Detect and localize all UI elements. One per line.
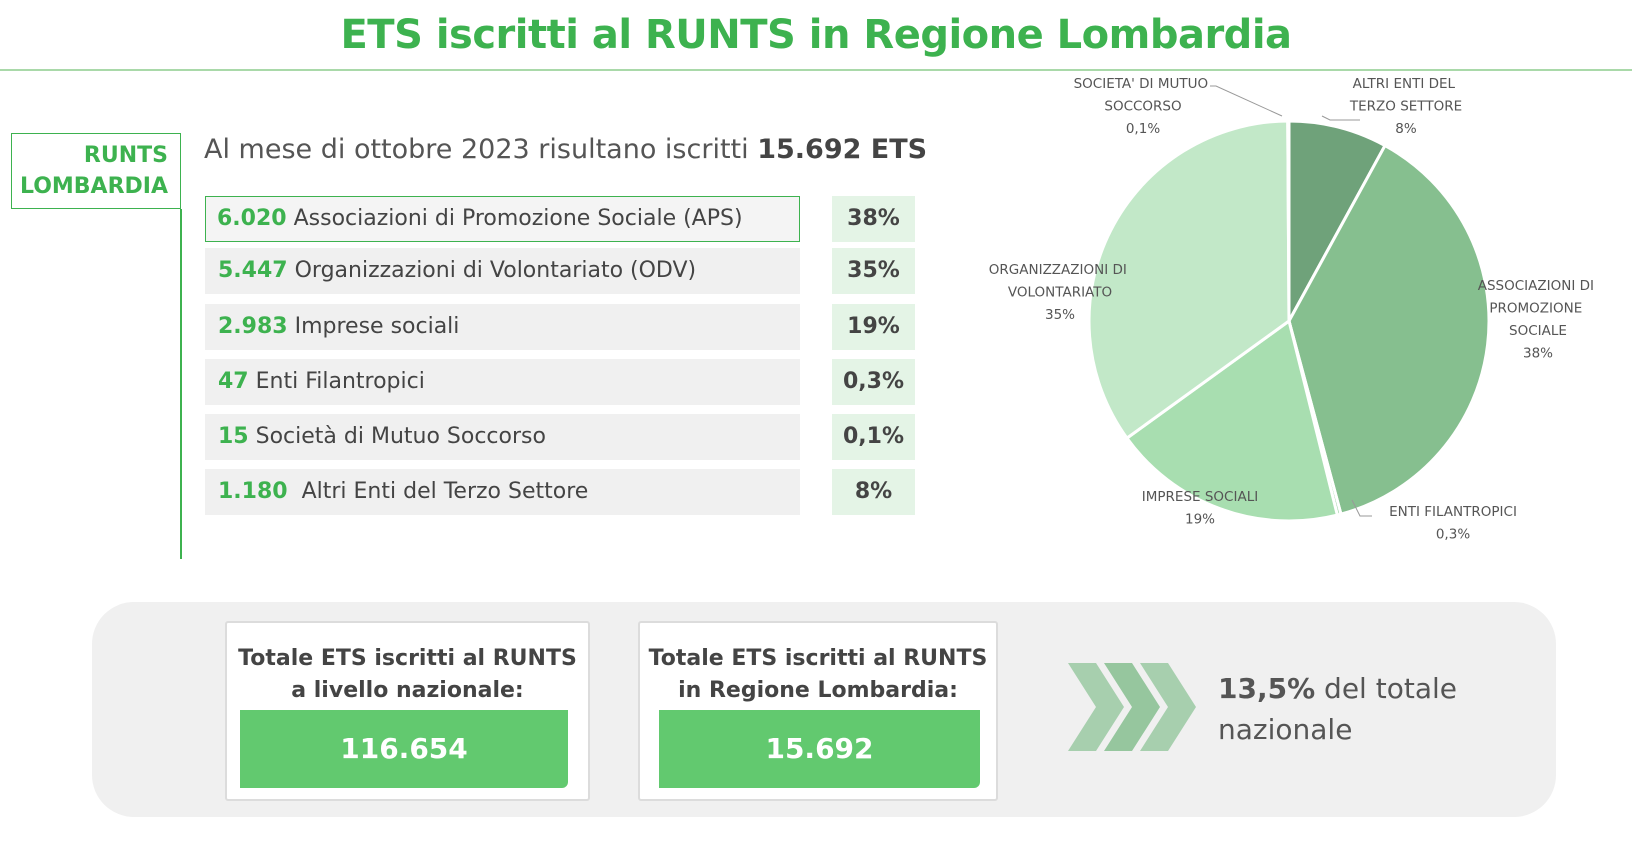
row-percent: 35% [832, 248, 915, 294]
pie-slice [1287, 143, 1491, 516]
pie-value-label: 8% [1395, 121, 1417, 137]
pie-value-label: 38% [1523, 346, 1553, 362]
row-percent: 8% [832, 469, 915, 515]
row-count: 15 [218, 424, 249, 449]
side-label-line: RUNTS [83, 143, 168, 168]
row-label: Altri Enti del Terzo Settore [301, 479, 589, 504]
pie-label: IMPRESE SOCIALI [1142, 489, 1258, 505]
pie-slice [1286, 119, 1291, 322]
leader-line [1351, 499, 1372, 517]
share-text: del totale nazionale [1218, 672, 1457, 746]
pie-value-label: 0,3% [1436, 527, 1470, 543]
row-label: Imprese sociali [294, 314, 460, 339]
pie-value-label: 35% [1045, 307, 1075, 323]
pie-slice [1087, 119, 1291, 441]
table-row: 6.020 Associazioni di Promozione Sociale… [205, 196, 800, 242]
card-label: Totale ETS iscritti al RUNTS in Regione … [648, 646, 988, 703]
table-row: 5.447 Organizzazioni di Volontariato (OD… [205, 248, 800, 294]
pie-label: ALTRI ENTI DEL TERZO SETTORE [1349, 76, 1462, 115]
table-row: 47 Enti Filantropici [205, 359, 800, 405]
pie-value-label: 0,1% [1126, 121, 1160, 137]
row-count: 2.983 [218, 314, 288, 339]
row-count: 47 [218, 369, 249, 394]
row-label: Organizzazioni di Volontariato (ODV) [294, 258, 697, 283]
side-label: RUNTS LOMBARDIA [11, 133, 181, 209]
leader-line [1210, 85, 1283, 117]
pie-label: ENTI FILANTROPICI [1389, 504, 1517, 520]
table-row: 1.180 Altri Enti del Terzo Settore [205, 469, 800, 515]
card: Totale ETS iscritti al RUNTS a livello n… [225, 621, 590, 801]
title-rule [0, 69, 1632, 71]
pie-slice [1287, 119, 1388, 322]
divider [180, 209, 182, 559]
chevron [1068, 663, 1124, 751]
intro-text: Al mese di ottobre 2023 risultano iscrit… [204, 134, 749, 165]
pie-label: ASSOCIAZIONI DI PROMOZIONE SOCIALE [1478, 278, 1599, 339]
intro: Al mese di ottobre 2023 risultano iscrit… [204, 134, 927, 165]
pie-chart: ALTRI ENTI DEL TERZO SETTORE 8% ASSOCIAZIO… [989, 76, 1599, 543]
row-percent: 0,3% [832, 359, 915, 405]
card-value: 116.654 [240, 710, 568, 788]
row-percent: 19% [832, 304, 915, 350]
share-highlight: 13,5% [1218, 672, 1316, 705]
share: 13,5% del totale nazionale [1218, 668, 1488, 750]
table-row: 2.983 Imprese sociali [205, 304, 800, 350]
row-label: Associazioni di Promozione Sociale (APS) [293, 206, 743, 231]
pie-label: ORGANIZZAZIONI DI VOLONTARIATO [989, 262, 1131, 301]
chevron [1104, 663, 1160, 751]
table-row: 15 Società di Mutuo Soccorso [205, 414, 800, 460]
card: Totale ETS iscritti al RUNTS in Regione … [638, 621, 998, 801]
pie-slice [1124, 318, 1340, 523]
row-label: Società di Mutuo Soccorso [255, 424, 546, 449]
chevron [1140, 663, 1196, 751]
card-value: 15.692 [659, 710, 980, 788]
row-label: Enti Filantropici [255, 369, 425, 394]
row-count: 5.447 [218, 258, 288, 283]
chevrons [1068, 663, 1196, 751]
row-count: 6.020 [217, 206, 287, 231]
title: ETS iscritti al RUNTS in Regione Lombard… [340, 12, 1292, 58]
row-percent: 0,1% [832, 414, 915, 460]
side-label-line: LOMBARDIA [19, 174, 168, 199]
card-label: Totale ETS iscritti al RUNTS a livello n… [238, 646, 577, 703]
pie-label: SOCIETA' DI MUTUO SOCCORSO [1074, 76, 1213, 115]
leader-line [1321, 115, 1360, 121]
pie-value-label: 19% [1185, 512, 1215, 528]
intro-highlight: 15.692 ETS [757, 134, 928, 165]
row-percent: 38% [832, 196, 915, 242]
row-count: 1.180 [218, 479, 288, 504]
